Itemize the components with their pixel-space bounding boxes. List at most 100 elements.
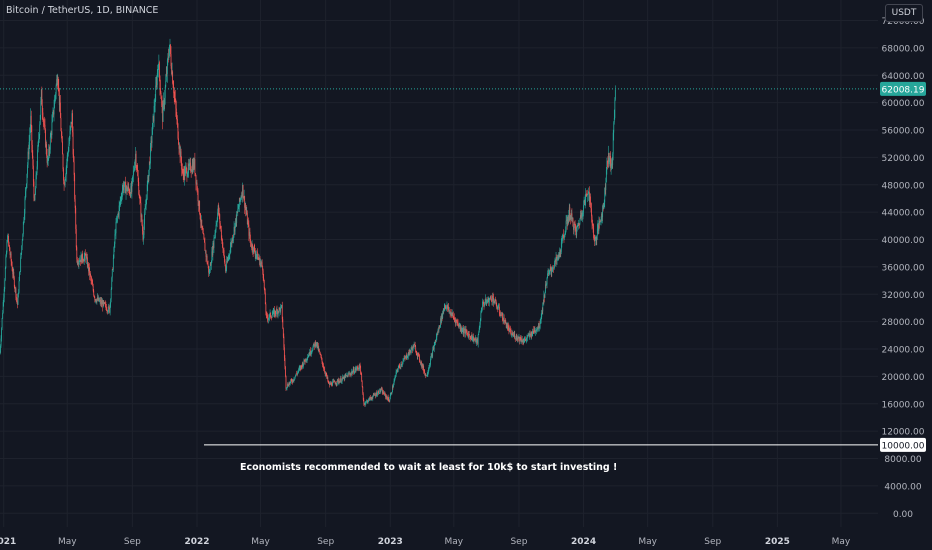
candle-body (425, 375, 427, 377)
candle-body (433, 347, 435, 350)
candle-body (361, 381, 363, 387)
axes: 72000.00 68000.00 64000.00 60000.00 56000.00… (0, 17, 925, 547)
candle-body (223, 250, 225, 256)
candle-body (40, 100, 42, 116)
x-tick-label: 2023 (378, 537, 403, 547)
candle-body (486, 300, 488, 305)
candle-body (569, 218, 571, 220)
candle-body (69, 130, 71, 140)
candle-body (498, 306, 500, 313)
candle-body (239, 198, 241, 201)
candle-body (441, 313, 443, 319)
candle-body (93, 295, 95, 298)
candle-body (125, 182, 126, 194)
candle-body (465, 329, 467, 332)
candle-body (553, 267, 555, 269)
candle-body (386, 396, 387, 398)
candle-body (39, 124, 41, 136)
candle-body (399, 365, 401, 368)
y-tick-label: 68000.00 (882, 44, 925, 54)
candle-body (271, 315, 273, 318)
candle-body (330, 382, 331, 385)
candle-body (330, 382, 332, 385)
candle-body (478, 332, 480, 335)
candle-body (600, 220, 602, 222)
candle-body (519, 336, 520, 342)
candle-body (210, 264, 212, 266)
candle-body (142, 230, 144, 240)
candle-body (467, 333, 469, 338)
candle-body (127, 186, 129, 190)
candle-body (348, 373, 349, 375)
candle-body (189, 163, 190, 166)
candle-body (342, 376, 344, 379)
candle-body (292, 379, 294, 381)
candle-body (483, 301, 484, 304)
candle-body (254, 252, 256, 256)
candle-body (343, 376, 345, 379)
candle-body (244, 196, 246, 208)
candle-body (424, 373, 426, 375)
candle-body (174, 98, 176, 101)
candle-body (557, 255, 559, 259)
candle-body (517, 336, 519, 340)
candle-body (58, 88, 60, 105)
candle-body (156, 72, 158, 86)
candle-body (144, 208, 146, 214)
candle-body (186, 168, 187, 169)
candle-body (291, 381, 293, 383)
candle-body (458, 325, 460, 327)
candle-body (407, 352, 409, 357)
candle-body (98, 297, 100, 302)
candle-body (562, 234, 564, 238)
candle-body (379, 389, 381, 392)
candle-body (59, 102, 61, 105)
candle-body (198, 201, 199, 206)
candle-body (80, 259, 81, 262)
candle-body (211, 251, 213, 263)
candle-body (551, 270, 553, 273)
candle-body (566, 219, 568, 221)
candle-body (594, 238, 596, 241)
candle-body (70, 126, 71, 131)
candle-body (390, 392, 392, 396)
candle-body (459, 324, 461, 329)
candle-body (12, 270, 14, 275)
candle-body (225, 268, 227, 272)
candle-body (585, 194, 587, 200)
candle-body (484, 302, 486, 304)
candle-body (201, 227, 203, 230)
x-tick-label: May (832, 537, 851, 547)
candle-body (367, 400, 368, 403)
y-tick-label: 48000.00 (882, 181, 925, 191)
candle-body (188, 163, 189, 174)
candle-body (577, 223, 579, 227)
candle-body (450, 312, 452, 315)
y-tick-label: 32000.00 (882, 291, 925, 301)
candle-body (46, 144, 48, 156)
candle-body (293, 379, 295, 381)
candle-body (255, 254, 257, 256)
candle-body (400, 364, 402, 368)
candle-body (419, 360, 421, 363)
candle-body (286, 387, 288, 389)
currency-button[interactable]: USDT (885, 4, 923, 22)
candle-body (104, 302, 106, 304)
candle-body (313, 343, 315, 345)
candle-body (494, 299, 496, 304)
candle-body (133, 170, 134, 176)
candle-body (205, 250, 207, 257)
candle-body (16, 297, 17, 299)
candle-body (37, 142, 39, 150)
candle-body (169, 44, 170, 56)
candle-body (221, 238, 223, 240)
x-tick-label: 2025 (765, 537, 790, 547)
candle-body (381, 389, 383, 390)
candle-body (397, 370, 399, 371)
candle-body (598, 221, 600, 231)
candle-body (287, 384, 289, 386)
candle-body (195, 174, 197, 184)
candle-body (5, 256, 7, 268)
candle-body (76, 259, 78, 264)
